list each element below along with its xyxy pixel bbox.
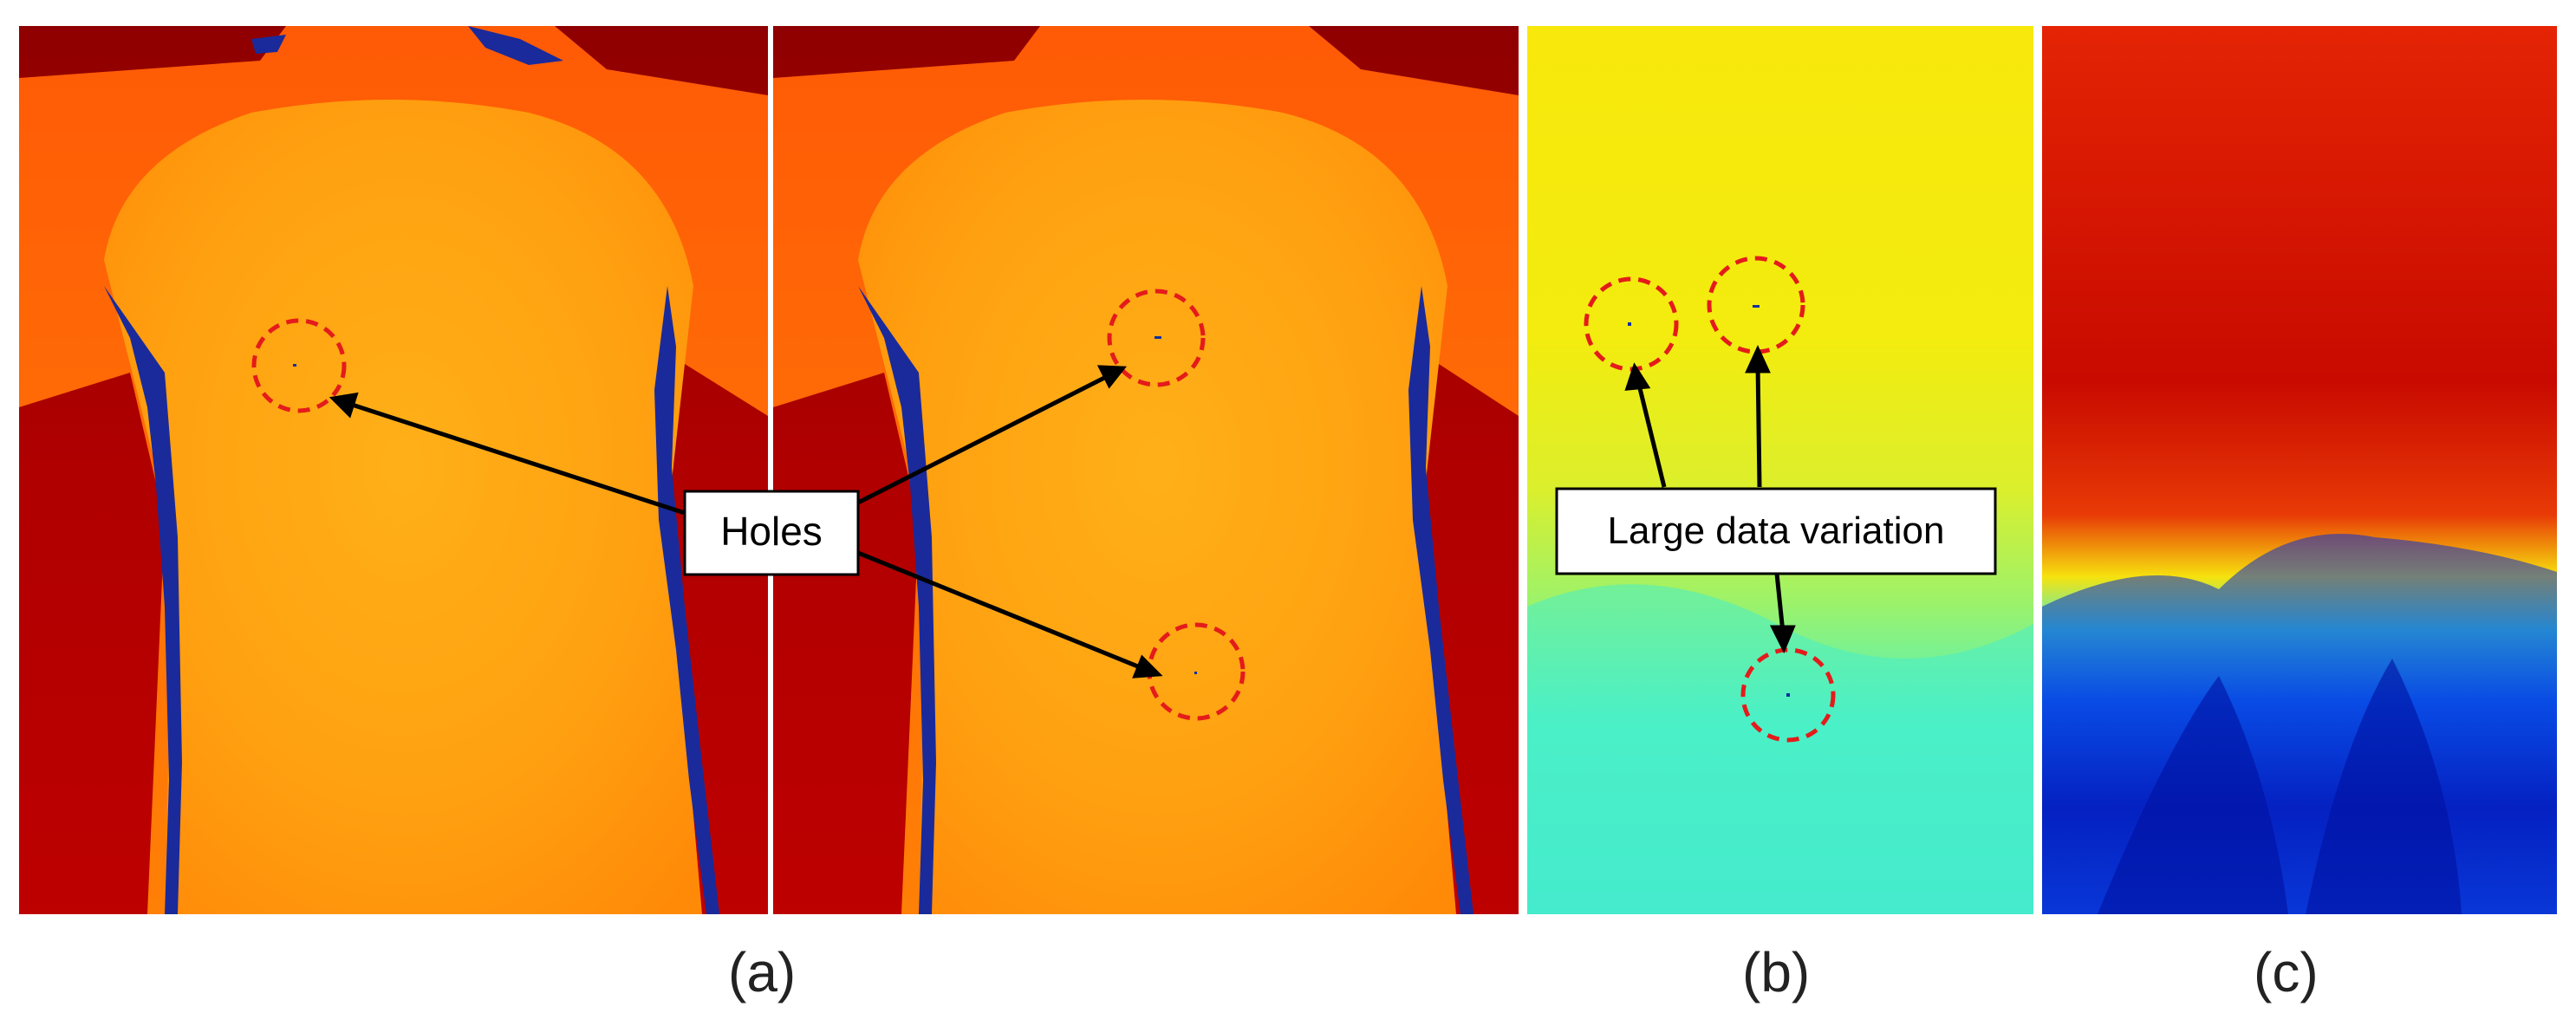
hole-circle-2 [1107, 289, 1206, 387]
panel-label-b: (b) [1742, 941, 1811, 1003]
holes-callout-text: Holes [720, 509, 823, 554]
hole-circles [251, 256, 1836, 743]
depth-image-a-right [773, 26, 1519, 914]
holes-callout-box [683, 490, 860, 576]
smoothed-map-c [2042, 26, 2557, 914]
panel-label-a: (a) [728, 941, 797, 1003]
holes-arrow-3 [857, 550, 1145, 672]
depth-image-a-left [19, 26, 768, 914]
variation-callout-text: Large data variation [1608, 510, 1945, 552]
holes-arrow-1 [346, 400, 686, 516]
panel-label-c: (c) [2254, 941, 2319, 1003]
variation-circle-3 [1740, 647, 1836, 743]
variation-arrow-3 [1774, 573, 1786, 633]
callout-arrows [329, 344, 1796, 679]
variation-map-b [1527, 26, 2033, 914]
variation-callout-box [1555, 487, 1997, 575]
variation-circle-1 [1584, 276, 1679, 372]
variation-arrow-2 [1755, 363, 1762, 488]
holes-arrow-2 [856, 373, 1111, 505]
variation-arrow-1 [1636, 380, 1667, 488]
variation-circle-2 [1707, 256, 1805, 354]
hole-circle-1 [251, 318, 347, 413]
